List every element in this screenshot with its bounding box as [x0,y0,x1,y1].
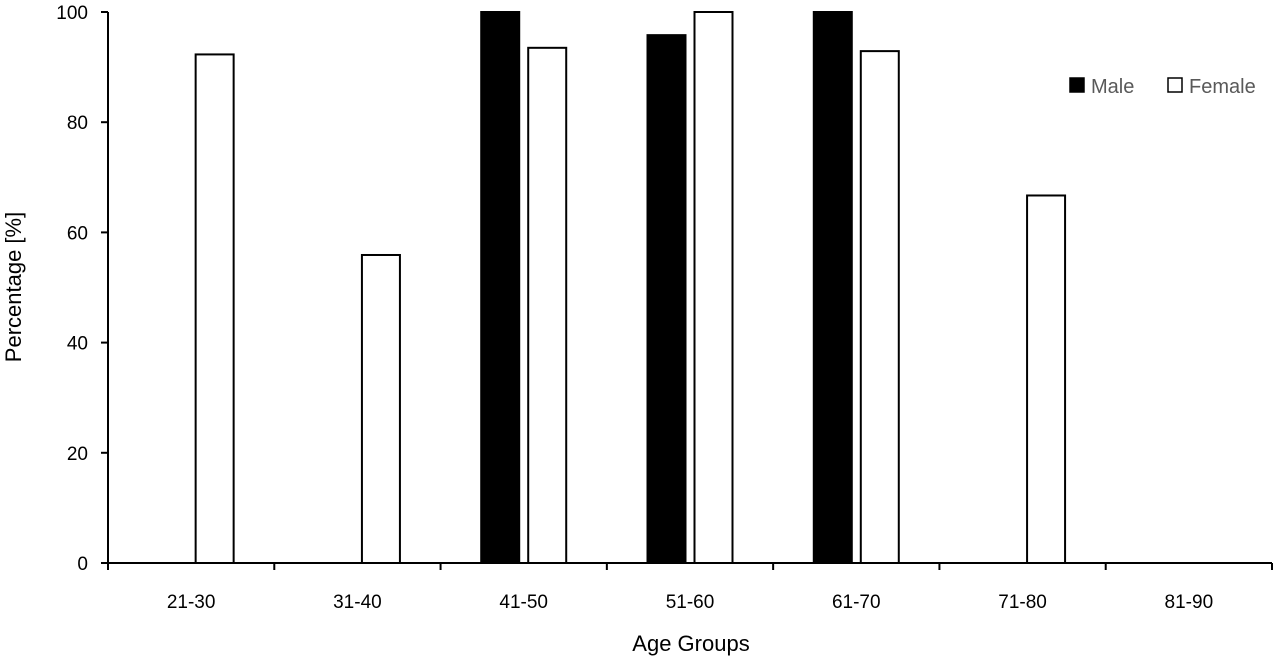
y-tick-label: 40 [67,334,88,355]
x-tick-label: 21-30 [167,592,216,613]
legend-swatch-female [1167,77,1183,93]
legend-label-male: Male [1091,76,1134,98]
bar-female-31-40 [360,253,401,564]
x-tick-label: 31-40 [333,592,382,613]
bar-female-21-30 [194,53,235,564]
bar-female-61-70 [859,50,900,564]
bar-male-51-60 [646,34,687,564]
bars-layer [194,11,1067,564]
x-tick-label: 71-80 [998,592,1047,613]
y-tick-label: 0 [77,554,88,575]
y-axis-title: Percentage [%] [1,212,26,362]
x-axis-title: Age Groups [632,631,749,656]
y-tick-label: 80 [67,113,88,134]
x-tick-label: 41-50 [499,592,548,613]
legend-label-female: Female [1189,76,1256,98]
bar-male-61-70 [812,11,853,564]
x-tick-label: 61-70 [832,592,881,613]
legend-swatch-male [1069,77,1085,93]
bar-female-51-60 [693,11,734,564]
bar-female-71-80 [1026,194,1067,564]
y-tick-label: 20 [67,444,88,465]
axes-layer: 0 20 40 60 80 100 21-30 31-40 41-50 51-60 61-70 71-… [56,3,1273,613]
legend: Male Female [1069,76,1256,98]
y-tick-label: 60 [67,223,88,244]
x-tick-label: 81-90 [1165,592,1214,613]
x-tick-label: 51-60 [666,592,715,613]
bar-male-41-50 [480,11,521,564]
y-tick-label: 100 [56,3,88,24]
bar-female-41-50 [527,46,568,564]
